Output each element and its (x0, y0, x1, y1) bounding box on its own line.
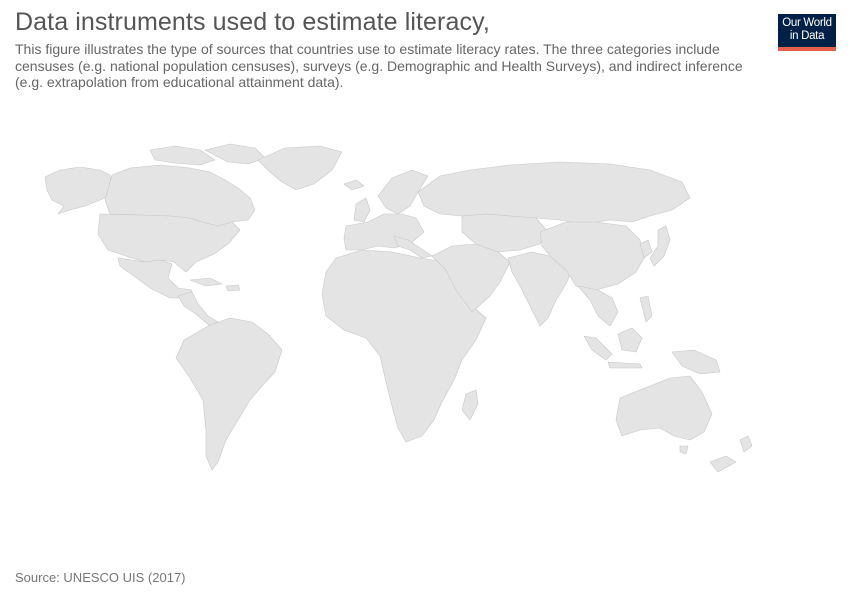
source-note: Source: UNESCO UIS (2017) (15, 570, 186, 585)
map-region-russia[interactable] (417, 161, 691, 225)
owid-logo[interactable]: Our World in Data (778, 14, 836, 51)
map-region-canadian-arctic[interactable] (149, 143, 266, 166)
map-region-australia[interactable] (615, 375, 713, 441)
map-region-sumatra[interactable] (583, 335, 613, 361)
map-region-java[interactable] (607, 361, 643, 369)
world-map[interactable] (0, 100, 850, 560)
map-region-korea[interactable] (639, 239, 653, 259)
map-region-new-zealand[interactable] (709, 435, 753, 473)
map-region-middle-east[interactable] (431, 243, 511, 313)
map-region-greenland[interactable] (257, 145, 343, 191)
map-region-tasmania[interactable] (679, 445, 689, 455)
map-region-mexico[interactable] (117, 257, 193, 299)
map-region-hispaniola[interactable] (225, 284, 241, 292)
map-region-iceland[interactable] (343, 179, 365, 191)
chart-subtitle: This figure illustrates the type of sour… (15, 41, 743, 90)
map-region-usa[interactable] (97, 213, 241, 273)
map-region-japan[interactable] (649, 225, 671, 267)
map-region-southeast-asia[interactable] (577, 285, 619, 327)
map-region-borneo[interactable] (617, 327, 643, 353)
map-region-cuba[interactable] (189, 277, 223, 287)
logo-line-1: Our World (782, 17, 832, 29)
map-region-south-america[interactable] (175, 317, 283, 471)
map-region-uk-ireland[interactable] (353, 197, 371, 223)
map-region-new-guinea[interactable] (671, 349, 721, 375)
map-region-madagascar[interactable] (461, 389, 479, 421)
map-region-alaska[interactable] (44, 166, 113, 215)
logo-line-2: in Data (789, 30, 825, 42)
map-region-italy-balkans[interactable] (393, 235, 433, 259)
map-region-china[interactable] (539, 221, 645, 291)
map-region-philippines[interactable] (639, 295, 653, 323)
map-region-central-america[interactable] (177, 291, 219, 327)
chart-title: Data instruments used to estimate litera… (15, 8, 490, 36)
map-region-central-asia[interactable] (461, 213, 549, 253)
